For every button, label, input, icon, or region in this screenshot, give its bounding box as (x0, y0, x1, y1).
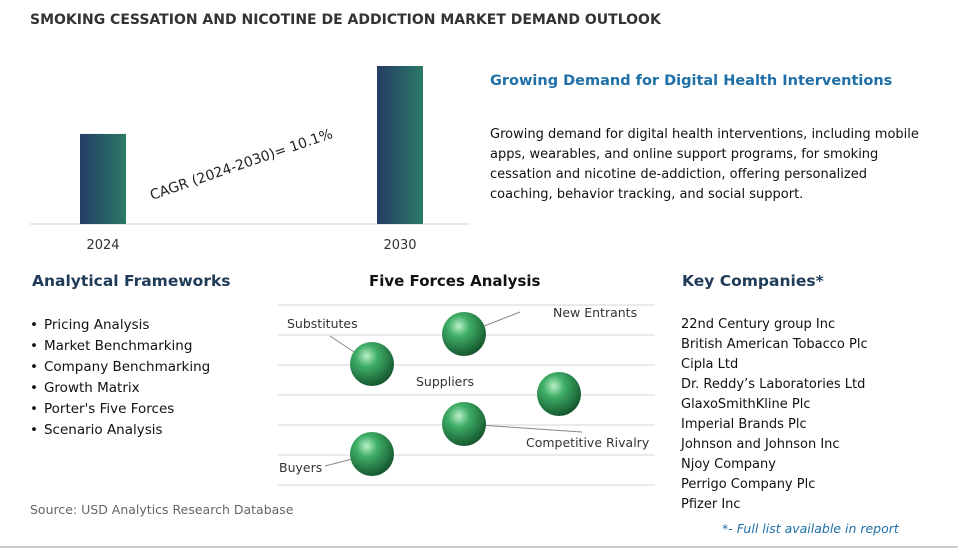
list-text: Imperial Brands Plc (681, 417, 807, 432)
bullet: • (30, 380, 38, 396)
bar (377, 66, 423, 224)
list-item: GlaxoSmithKline Plc (681, 395, 868, 415)
list-item: Johnson and Johnson Inc (681, 435, 868, 455)
force-label: Suppliers (416, 374, 474, 389)
list-text: British American Tobacco Plc (681, 337, 868, 352)
list-text: Pfizer Inc (681, 497, 741, 512)
list-item: Perrigo Company Plc (681, 475, 868, 495)
force-label: Substitutes (287, 316, 358, 331)
force-label: Competitive Rivalry (526, 435, 650, 450)
list-text: Njoy Company (681, 457, 776, 472)
list-text: Scenario Analysis (43, 422, 163, 438)
forces-title: Five Forces Analysis (369, 272, 541, 290)
insight-text: Growing demand for digital health interv… (490, 127, 919, 202)
force-sphere (442, 312, 486, 356)
list-text: Pricing Analysis (43, 317, 150, 333)
list-text: Porter's Five Forces (43, 401, 175, 417)
page-title: SMOKING CESSATION AND NICOTINE DE ADDICT… (30, 12, 661, 28)
insight-title: Growing Demand for Digital Health Interv… (490, 73, 893, 89)
x-tick-label: 2024 (86, 238, 119, 253)
list-text: 22nd Century group Inc (681, 317, 836, 332)
frameworks-title: Analytical Frameworks (32, 272, 231, 290)
force-sphere (537, 372, 581, 416)
force-sphere (442, 402, 486, 446)
force-sphere (350, 432, 394, 476)
list-item: • Pricing Analysis (30, 315, 210, 336)
force-label: New Entrants (553, 305, 637, 320)
list-text: Company Benchmarking (43, 359, 211, 375)
companies-list: 22nd Century group Inc British American T… (681, 315, 868, 515)
bullet: • (30, 317, 38, 333)
list-item: Pfizer Inc (681, 495, 868, 515)
list-item: 22nd Century group Inc (681, 315, 868, 335)
frameworks-list: • Pricing Analysis • Market Benchmarking • Co… (30, 315, 210, 441)
bullet: • (30, 338, 38, 354)
list-text: Dr. Reddy’s Laboratories Ltd (681, 377, 866, 392)
x-tick-label: 2030 (383, 238, 416, 253)
list-text: Market Benchmarking (43, 338, 193, 354)
list-item: • Company Benchmarking (30, 357, 210, 378)
companies-note: *- Full list available in report (722, 521, 899, 536)
cagr-annotation: CAGR (2024-2030)= 10.1% (148, 126, 335, 204)
companies-title: Key Companies* (682, 272, 824, 290)
list-item: Cipla Ltd (681, 355, 868, 375)
force-label: Buyers (279, 460, 322, 475)
bullet: • (30, 359, 38, 375)
list-item: Imperial Brands Plc (681, 415, 868, 435)
list-item: British American Tobacco Plc (681, 335, 868, 355)
bullet: • (30, 422, 38, 438)
list-text: GlaxoSmithKline Plc (681, 397, 811, 412)
list-text: Perrigo Company Plc (681, 477, 816, 492)
force-sphere (350, 342, 394, 386)
list-text: Growth Matrix (43, 380, 140, 396)
list-item: Dr. Reddy’s Laboratories Ltd (681, 375, 868, 395)
list-item: • Porter's Five Forces (30, 399, 210, 420)
list-text: Cipla Ltd (681, 357, 739, 372)
list-item: • Scenario Analysis (30, 420, 210, 441)
list-text: Johnson and Johnson Inc (681, 437, 840, 452)
source: Source: USD Analytics Research Database (30, 502, 294, 517)
list-item: • Growth Matrix (30, 378, 210, 399)
list-item: • Market Benchmarking (30, 336, 210, 357)
list-item: Njoy Company (681, 455, 868, 475)
bar (80, 133, 126, 224)
bullet: • (30, 401, 38, 417)
